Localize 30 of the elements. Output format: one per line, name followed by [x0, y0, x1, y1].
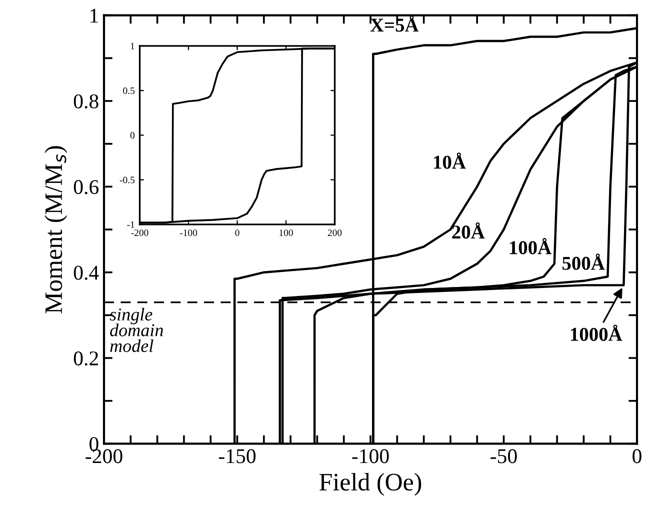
y-axis-title: Moment (M/M$_{s}$)	[44, 146, 68, 314]
y-tick-label: -0.5	[120, 176, 135, 184]
y-tick-label: 0.2	[74, 351, 98, 366]
y-tick-label: 0	[90, 437, 98, 452]
annotation: 1000Å	[570, 324, 622, 341]
annotation: X=5Å	[370, 16, 419, 32]
y-tick-label: 0.5	[123, 87, 135, 94]
annotation: 500Å	[562, 254, 605, 270]
x-tick-label: 200	[328, 230, 342, 236]
y-tick-label: 0	[130, 132, 135, 139]
y-tick-label: 1	[130, 42, 134, 50]
x-tick-label: 0	[632, 449, 642, 464]
x-tick-label: -100	[180, 230, 198, 236]
y-tick-label: 0.6	[74, 180, 99, 194]
y-tick-label: 0.8	[74, 94, 98, 109]
x-tick-label: -150	[218, 449, 256, 464]
annotation: 10Å	[434, 152, 466, 169]
x-tick-label: 0	[235, 230, 240, 236]
x-tick-label: 100	[280, 230, 293, 236]
y-tick-label: 0.4	[74, 266, 99, 280]
x-tick-label: -100	[352, 449, 389, 464]
annotation: 100Å	[510, 238, 552, 254]
y-tick-label: 1	[90, 8, 98, 23]
x-axis-title: Field (Oe)	[320, 473, 422, 496]
y-tick-label: -1	[127, 221, 134, 228]
ref-line-label: single domain model	[110, 308, 163, 352]
annotation: 20Å	[452, 222, 485, 239]
x-tick-label: -200	[86, 449, 122, 464]
x-tick-label: -50	[490, 449, 517, 464]
x-tick-label: -200	[131, 230, 148, 236]
